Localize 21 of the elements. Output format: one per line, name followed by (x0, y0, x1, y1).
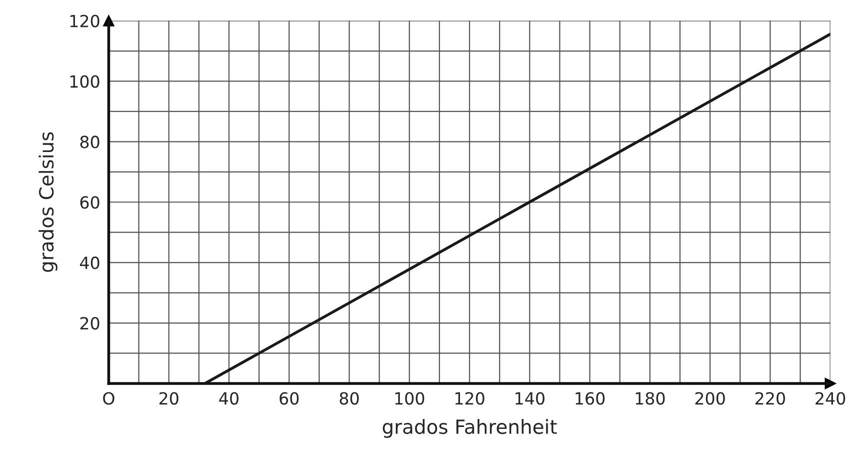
x-tick-label: 180 (636, 392, 665, 405)
x-tick-label: O (103, 392, 114, 405)
x-tick-label: 220 (756, 392, 785, 405)
x-axis-title: grados Fahrenheit (382, 419, 557, 438)
x-tick-label: 240 (816, 392, 846, 405)
x-tick-label: 20 (159, 392, 178, 405)
y-tick-label: 80 (80, 136, 100, 148)
x-tick-label: 160 (576, 392, 605, 405)
x-tick-label: 60 (280, 392, 299, 405)
y-tick-label: 40 (80, 256, 100, 270)
y-tick-label: 20 (80, 316, 100, 330)
y-tick-label: 60 (80, 196, 100, 209)
y-tick-label: 120 (70, 14, 100, 28)
x-tick-label: 40 (219, 392, 238, 405)
x-tick-label: 200 (695, 392, 725, 405)
x-tick-label: 80 (340, 392, 359, 405)
x-tick-label: 100 (395, 392, 424, 405)
x-tick-label: 120 (455, 392, 484, 405)
y-axis-title: grados Celsius (38, 132, 58, 272)
x-tick-label: 140 (516, 392, 544, 405)
y-tick-label: 100 (70, 75, 100, 88)
